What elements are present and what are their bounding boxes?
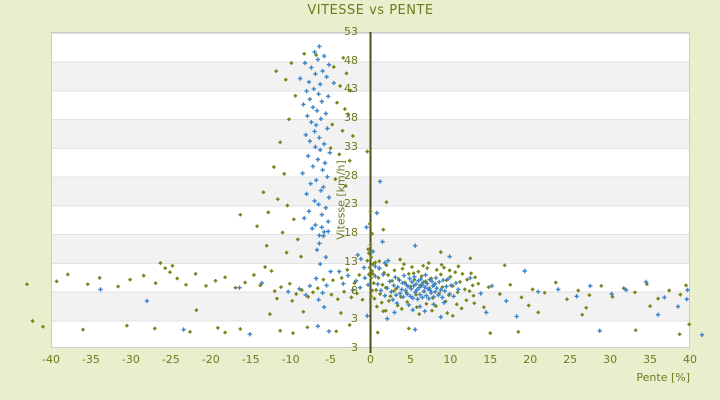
x-tick-label: -5 xyxy=(325,353,337,366)
x-tick-label: 15 xyxy=(483,353,498,366)
x-tick-label: 40 xyxy=(683,353,697,366)
x-tick-label: 20 xyxy=(523,353,538,366)
y-tick-label: 33 xyxy=(344,139,358,153)
y-tick-label: 53 xyxy=(344,25,358,38)
y-tick-label: 13 xyxy=(344,254,358,268)
x-tick-label: -10 xyxy=(281,353,300,366)
y-tick-label: 43 xyxy=(344,82,358,96)
x-tick-label: 0 xyxy=(367,353,374,366)
y-tick-label: 38 xyxy=(344,111,358,125)
x-tick-label: 25 xyxy=(563,353,578,366)
x-tick-label: -35 xyxy=(81,353,100,366)
x-tick-label: -15 xyxy=(241,353,260,366)
x-tick-label: 30 xyxy=(603,353,618,366)
x-tick-label: -40 xyxy=(42,353,60,366)
y-tick-label: 3 xyxy=(351,341,358,354)
x-tick-label: 35 xyxy=(643,353,658,366)
y-tick-label: 28 xyxy=(344,168,358,182)
y-tick-label: 48 xyxy=(344,53,358,67)
x-axis-title: Pente [%] xyxy=(636,371,690,384)
y-tick-label: 3 xyxy=(351,312,358,326)
y-tick-label: 23 xyxy=(344,197,358,211)
chart-title: VITESSE vs PENTE xyxy=(307,3,434,18)
x-tick-label: -30 xyxy=(121,353,140,366)
x-tick-label: 5 xyxy=(406,353,414,366)
scatter-points-serie-bleue xyxy=(98,44,705,337)
x-tick-label: 10 xyxy=(443,353,458,366)
x-tick-label: -20 xyxy=(201,353,220,366)
y-tick-label: 18 xyxy=(344,226,358,240)
y-axis-title: Vitesse [km/h] xyxy=(334,160,348,240)
x-tick-label: -25 xyxy=(161,353,180,366)
y-tick-label: 8 xyxy=(351,283,358,297)
